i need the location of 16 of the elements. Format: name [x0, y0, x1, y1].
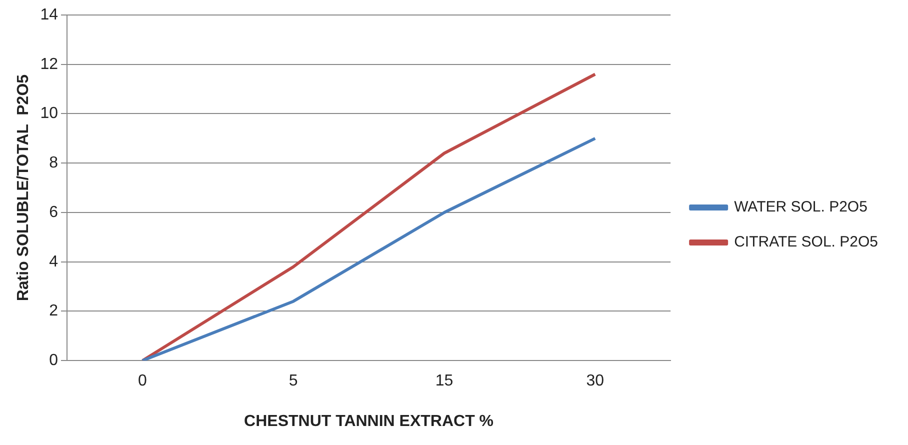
y-tick-label: 14	[40, 6, 58, 24]
y-tick-label: 4	[49, 253, 58, 270]
x-tick-label: 0	[138, 372, 147, 390]
x-tick-label: 15	[435, 372, 454, 390]
legend-label: CITRATE SOL. P2O5	[734, 234, 878, 251]
y-tick-label: 0	[49, 352, 58, 370]
legend-label: WATER SOL. P2O5	[734, 198, 868, 216]
y-tick-label: 2	[49, 302, 58, 320]
y-tick-label: 12	[40, 56, 58, 73]
x-axis-title: CHESTNUT TANNIN EXTRACT %	[244, 412, 494, 430]
y-tick-label: 10	[40, 105, 58, 122]
y-axis-title: Ratio SOLUBLE/TOTAL P2O5	[15, 74, 32, 302]
y-tick-label: 6	[49, 204, 58, 221]
y-tick-label: 8	[49, 154, 58, 172]
x-tick-label: 5	[288, 372, 298, 390]
x-tick-label: 30	[586, 372, 604, 390]
